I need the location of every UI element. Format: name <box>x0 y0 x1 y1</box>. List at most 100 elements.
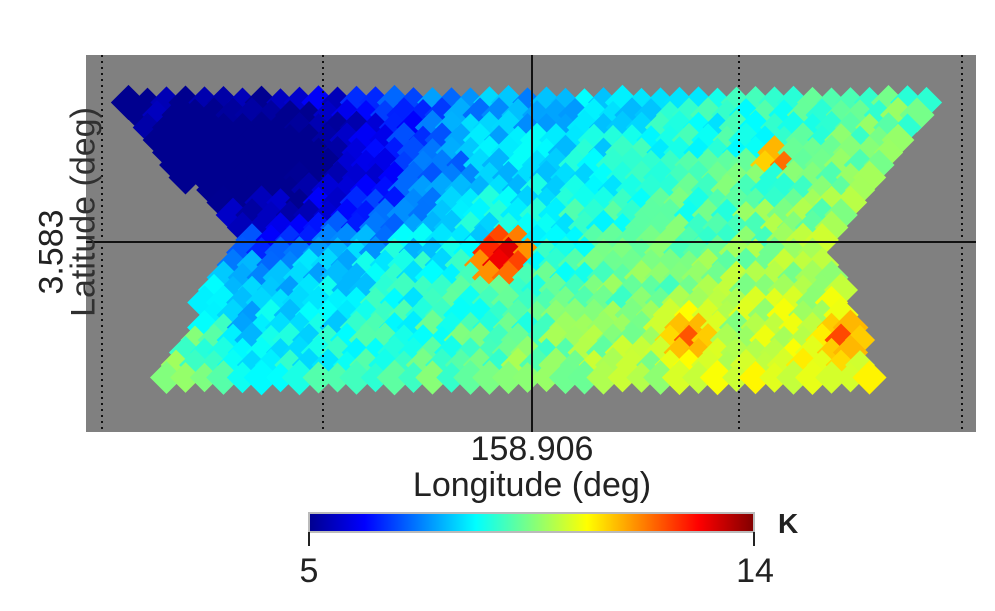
map-pixel <box>683 312 714 343</box>
map-pixel <box>490 84 527 121</box>
map-pixel <box>671 172 707 208</box>
map-pixel <box>215 97 251 133</box>
map-pixel <box>598 300 628 330</box>
map-pixel <box>816 312 847 343</box>
map-pixel <box>291 172 327 208</box>
map-pixel <box>348 122 384 158</box>
x-axis-label: Longitude (deg) <box>412 466 652 504</box>
map-pixel <box>540 299 572 331</box>
map-pixel <box>196 97 232 133</box>
map-pixel <box>301 285 336 320</box>
map-pixel <box>643 160 678 195</box>
map-pixel <box>759 362 790 393</box>
map-tiles <box>110 84 943 396</box>
map-pixel <box>209 313 238 342</box>
map-pixel <box>472 360 507 395</box>
map-pixel <box>322 362 353 393</box>
map-pixel <box>722 363 751 392</box>
map-pixel <box>377 160 412 195</box>
map-pixel <box>720 336 753 369</box>
colorbar-min-label: 5 <box>299 552 319 590</box>
map-pixel <box>588 87 619 118</box>
map-pixel <box>237 300 267 330</box>
map-pixel <box>788 325 818 355</box>
map-pixel <box>207 336 240 369</box>
map-pixel <box>367 197 403 233</box>
map-pixel <box>804 247 840 283</box>
map-pixel <box>740 312 771 343</box>
map-pixel <box>585 284 622 321</box>
map-pixel <box>814 260 849 295</box>
map-pixel <box>643 335 678 370</box>
map-pixel <box>331 274 363 306</box>
map-pixel <box>339 85 374 120</box>
map-pixel <box>339 360 374 395</box>
map-pixel <box>266 88 295 117</box>
map-pixel <box>682 86 715 119</box>
map-pixel <box>671 97 707 133</box>
map-pixel <box>310 147 346 183</box>
map-pixel <box>168 335 203 370</box>
map-pixel <box>577 198 611 232</box>
map-pixel <box>567 210 602 245</box>
map-pixel <box>749 174 781 206</box>
map-pixel <box>586 260 621 295</box>
map-pixel <box>512 362 543 393</box>
map-pixel <box>815 361 848 394</box>
map-pixel <box>719 260 754 295</box>
map-pixel <box>331 299 363 331</box>
map-pixel <box>605 285 640 320</box>
map-pixel <box>132 87 163 118</box>
map-pixel <box>674 150 704 180</box>
map-pixel <box>532 238 561 267</box>
map-pixel <box>728 122 764 158</box>
map-pixel <box>615 173 649 207</box>
map-pixel <box>396 160 431 195</box>
map-pixel <box>275 200 305 230</box>
map-pixel <box>471 184 508 221</box>
map-pixel <box>369 249 401 281</box>
map-pixel <box>728 247 764 283</box>
map-pixel <box>435 311 468 344</box>
map-pixel <box>462 322 498 358</box>
map-pixel <box>759 337 790 368</box>
map-pixel <box>608 313 637 342</box>
map-pixel <box>832 134 869 171</box>
map-pixel <box>321 186 354 219</box>
map-pixel <box>645 187 676 218</box>
map-pixel <box>454 261 487 294</box>
map-pixel <box>397 361 430 394</box>
map-pixel <box>549 311 582 344</box>
map-pixel <box>361 138 390 167</box>
map-pixel <box>330 198 364 232</box>
map-pixel <box>186 109 223 146</box>
map-pixel <box>681 160 716 195</box>
colorbar-unit-label: K <box>778 508 799 539</box>
map-pixel <box>408 125 438 155</box>
map-pixel <box>558 198 592 232</box>
map-pixel <box>424 122 460 158</box>
map-pixel <box>683 137 714 168</box>
map-pixel <box>521 149 553 181</box>
map-pixel <box>323 288 352 317</box>
map-pixel <box>208 162 239 193</box>
map-pixel <box>566 184 603 221</box>
map-pixel <box>246 237 277 268</box>
map-pixel <box>747 297 783 333</box>
map-pixel <box>329 122 365 158</box>
map-pixel <box>578 174 610 206</box>
map-pixel <box>596 273 630 307</box>
map-pixel <box>738 285 773 320</box>
map-pixel <box>759 162 790 193</box>
map-pixel <box>187 285 222 320</box>
map-pixel <box>446 150 476 180</box>
map-pixel <box>360 337 391 368</box>
map-pixel <box>179 149 211 181</box>
map-pixel <box>718 234 755 271</box>
map-pixel <box>653 248 687 282</box>
map-pixel <box>699 359 736 396</box>
map-pixel <box>804 147 840 183</box>
map-pixel <box>738 360 773 395</box>
map-pixel <box>359 286 392 319</box>
map-pixel <box>834 111 867 144</box>
